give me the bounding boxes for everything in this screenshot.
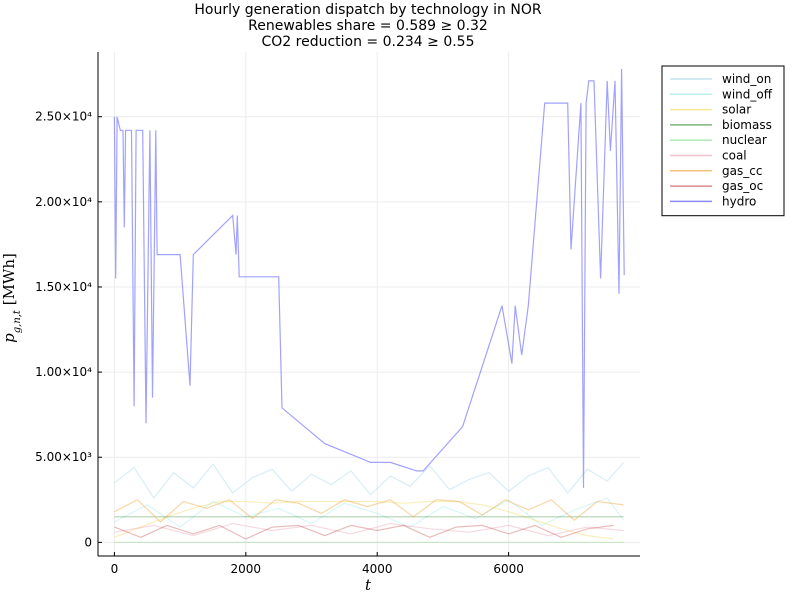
grid-lines <box>98 52 640 556</box>
y-tick-label-1: 5.00×10³ <box>35 450 92 464</box>
axes <box>97 52 640 557</box>
legend-label-hydro: hydro <box>722 194 756 208</box>
legend-label-nuclear: nuclear <box>722 133 767 147</box>
series-line-gas_cc <box>114 499 624 523</box>
series-line-hydro <box>113 68 625 488</box>
legend-label-wind_on: wind_on <box>722 72 771 86</box>
series-line-wind_off <box>114 497 625 528</box>
x-tick-label-0: 0 <box>111 562 119 576</box>
series-line-gas_oc <box>114 524 614 540</box>
legend-label-wind_off: wind_off <box>722 87 773 101</box>
y-tick-label-3: 1.50×10⁴ <box>35 280 92 294</box>
chart-title-line-1: Hourly generation dispatch by technology… <box>194 2 541 18</box>
chart-title-line-3: CO2 reduction = 0.234 ≥ 0.55 <box>261 34 474 50</box>
legend-label-gas_cc: gas_cc <box>722 164 762 178</box>
x-axis-label: t <box>365 576 372 594</box>
legend-label-biomass: biomass <box>722 118 772 132</box>
y-tick-label-5: 2.50×10⁴ <box>35 110 92 124</box>
series-line-wind_on <box>114 462 625 500</box>
y-tick-label-4: 2.00×10⁴ <box>35 195 92 209</box>
legend-label-coal: coal <box>722 149 747 163</box>
y-axis-ticks: 0 5.00×10³ 1.00×10⁴ 1.50×10⁴ 2.00×10⁴ 2.50×10… <box>35 110 102 549</box>
legend-label-gas_oc: gas_oc <box>722 179 763 193</box>
x-axis-ticks: 0 2000 4000 6000 <box>111 552 524 576</box>
chart-title: Hourly generation dispatch by technology… <box>194 2 541 50</box>
series-lines <box>113 68 625 544</box>
y-tick-label-0: 0 <box>84 535 92 549</box>
legend: wind_onwind_offsolarbiomassnuclearcoalga… <box>661 65 785 217</box>
y-tick-label-2: 1.00×10⁴ <box>35 365 92 379</box>
x-tick-label-1: 2000 <box>231 562 262 576</box>
series-line-coal <box>114 522 624 537</box>
series-line-solar <box>114 500 614 540</box>
chart-title-line-2: Renewables share = 0.589 ≥ 0.32 <box>248 18 488 34</box>
y-axis-label: pg,n,t [MWh] <box>0 253 23 343</box>
legend-label-solar: solar <box>722 103 751 117</box>
x-tick-label-3: 6000 <box>493 562 524 576</box>
x-tick-label-2: 4000 <box>362 562 393 576</box>
